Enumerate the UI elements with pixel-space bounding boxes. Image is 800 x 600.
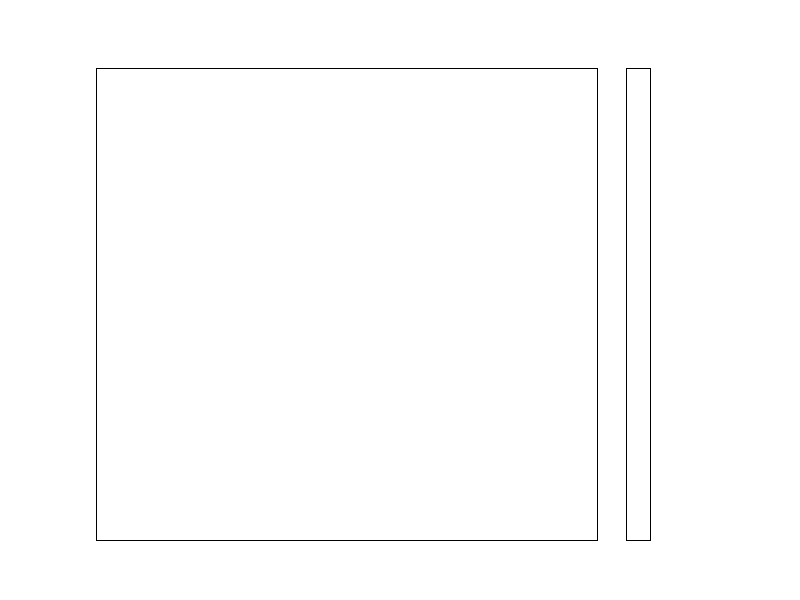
colorbar	[626, 68, 651, 541]
heatmap-canvas	[97, 69, 597, 540]
plot-area	[96, 68, 598, 541]
colorbar-gradient	[627, 69, 650, 540]
